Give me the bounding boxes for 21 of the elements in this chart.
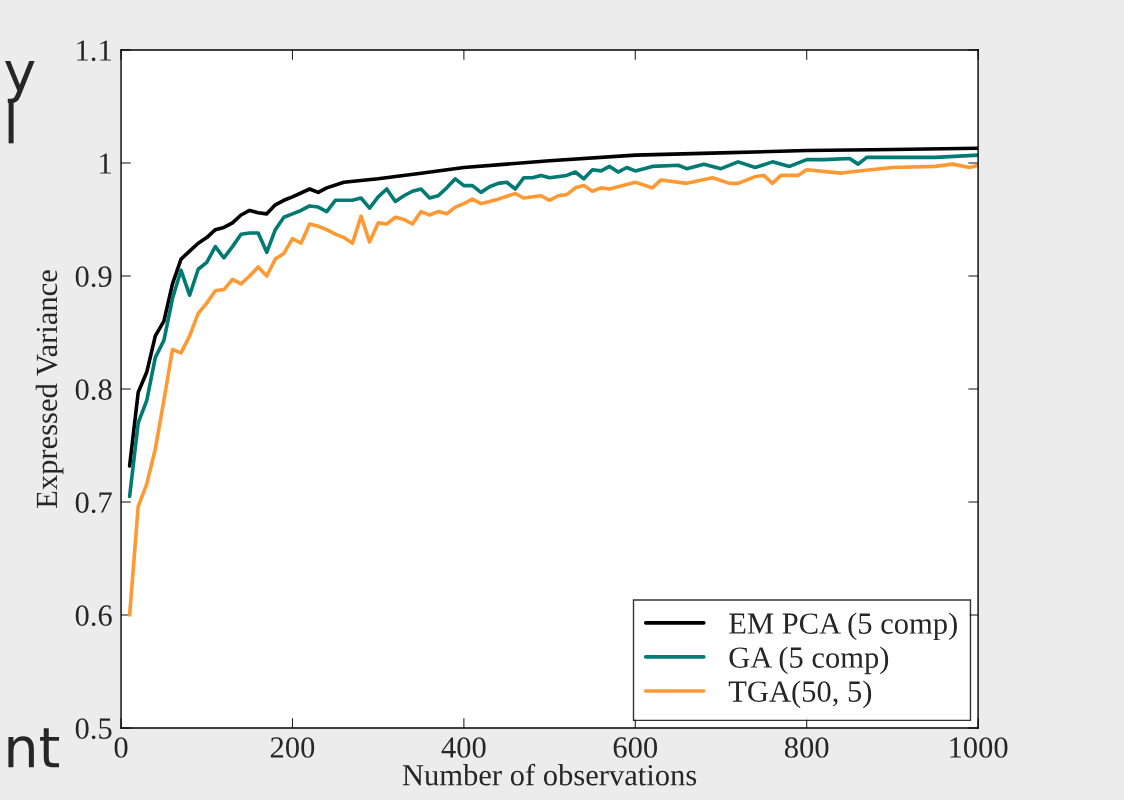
y-tick-label: 0.9 xyxy=(75,266,112,288)
legend-label: TGA(50, 5) xyxy=(728,680,872,709)
x-tick-label: 0 xyxy=(114,737,128,758)
text: y xyxy=(5,60,35,103)
x-tick-label: 400 xyxy=(441,737,486,758)
y-tick-label: 0.6 xyxy=(75,605,112,627)
y-tick-label: 0.7 xyxy=(75,492,112,514)
legend-label: EM PCA (5 comp) xyxy=(729,612,957,641)
text: nt xyxy=(8,728,60,768)
x-tick-label: 800 xyxy=(784,737,829,758)
legend-label: GA (5 comp) xyxy=(729,646,889,675)
text: l xyxy=(8,101,14,144)
y-tick-label: 0.5 xyxy=(75,718,112,740)
y-tick-label: 0.8 xyxy=(75,379,112,401)
y-tick-label: 1 xyxy=(100,153,111,174)
y-axis-title: Expressed Variance xyxy=(35,270,64,508)
x-tick-label: 1000 xyxy=(950,737,1008,758)
x-tick-label: 200 xyxy=(270,737,315,758)
x-tick-label: 600 xyxy=(613,737,658,758)
x-axis-title: Number of observations xyxy=(402,763,697,786)
y-tick-label: 1.1 xyxy=(77,40,111,62)
